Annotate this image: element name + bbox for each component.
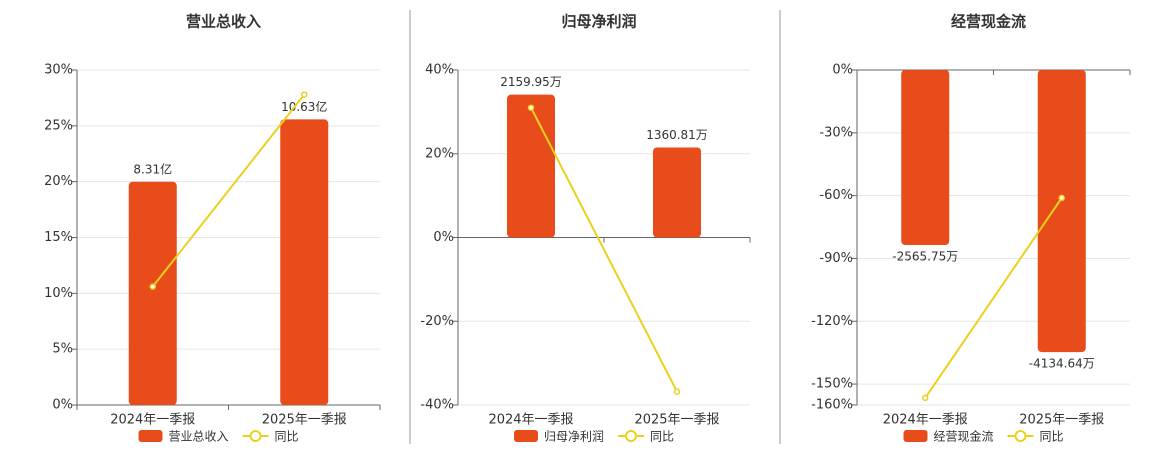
bar	[901, 70, 950, 246]
legend-swatch	[138, 430, 163, 442]
legend-label: 同比	[1040, 430, 1064, 444]
legend-marker	[249, 430, 262, 442]
bar	[280, 119, 329, 405]
bar	[128, 181, 177, 405]
y-tick-label: 20%	[425, 146, 454, 161]
y-tick-label: 5%	[52, 342, 73, 357]
legend-marker	[1014, 430, 1027, 442]
legend-label: 营业总收入	[169, 430, 229, 444]
x-tick-label: 2025年一季报	[262, 413, 347, 428]
y-tick-label: 40%	[425, 63, 454, 78]
y-tick-label: 20%	[44, 174, 73, 189]
x-tick-label: 2025年一季报	[634, 413, 719, 428]
y-tick-label: -20%	[420, 314, 454, 329]
bar	[507, 94, 555, 238]
y-tick-label: 25%	[44, 118, 73, 133]
y-tick-label: 0%	[832, 63, 853, 78]
point	[527, 104, 535, 111]
y-tick-label: 0%	[52, 398, 73, 413]
point	[673, 388, 681, 395]
x-tick-label: 2024年一季报	[883, 413, 968, 428]
legend-label: 同比	[275, 430, 299, 444]
legend-label: 经营现金流	[934, 429, 994, 444]
bar	[1037, 70, 1086, 353]
y-tick-label: -90%	[819, 251, 853, 266]
data-label: 2159.95万	[500, 75, 562, 89]
point	[1058, 194, 1065, 202]
point	[922, 394, 929, 402]
y-tick-label: -60%	[819, 188, 853, 203]
x-tick-label: 2024年一季报	[488, 413, 573, 428]
chart-title: 归母净利润	[561, 13, 636, 31]
line	[530, 107, 678, 393]
chart-title: 营业总收入	[186, 13, 261, 31]
data-label: 1360.81万	[646, 128, 708, 142]
data-label: 8.31亿	[133, 161, 172, 176]
x-tick-label: 2025年一季报	[1019, 413, 1104, 428]
y-tick-label: 10%	[44, 286, 73, 301]
y-tick-label: -120%	[811, 314, 853, 329]
legend-marker	[625, 430, 638, 442]
y-tick-label: -30%	[819, 125, 853, 140]
legend-swatch	[514, 430, 538, 442]
data-label: -2565.75万	[892, 250, 958, 264]
line	[151, 93, 306, 288]
legend-label: 同比	[650, 430, 674, 444]
y-tick-label: 15%	[44, 230, 73, 245]
point	[301, 91, 308, 98]
y-tick-label: -150%	[811, 377, 853, 392]
chart-title: 经营现金流	[951, 13, 1026, 31]
y-tick-label: -160%	[811, 398, 853, 413]
data-label: 10.63亿	[281, 99, 327, 114]
legend-label: 归母净利润	[544, 430, 604, 444]
line	[924, 197, 1063, 399]
y-tick-label: 0%	[433, 230, 454, 245]
point	[149, 283, 156, 290]
x-tick-label: 2024年一季报	[110, 413, 195, 428]
bar	[653, 147, 701, 238]
y-tick-label: 30%	[44, 63, 73, 78]
y-tick-label: -40%	[420, 398, 454, 413]
data-label: -4134.64万	[1029, 357, 1095, 371]
legend-swatch	[903, 430, 928, 442]
